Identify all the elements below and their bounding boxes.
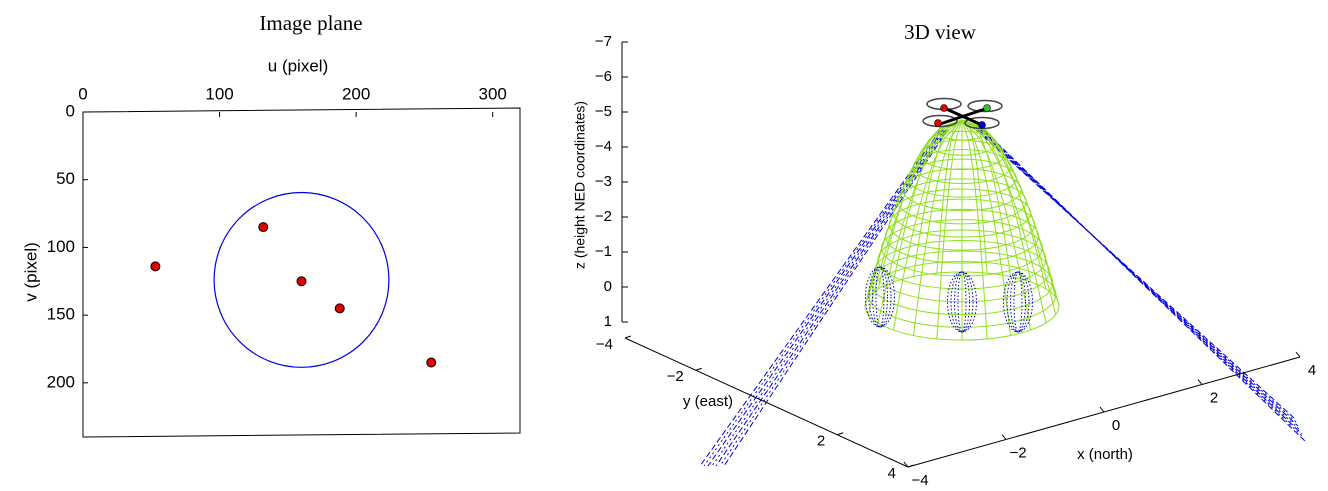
y-tick-label: 200 [47, 372, 75, 391]
y-axis-label: v (pixel) [21, 242, 40, 302]
cone-line [961, 119, 1011, 336]
cone-line [961, 119, 1047, 324]
y-axis [624, 337, 909, 468]
y-tick-label: 4 [888, 465, 896, 482]
chart-title: Image plane [259, 11, 362, 35]
cone-line [867, 119, 963, 298]
obstacle [868, 266, 892, 328]
point [150, 261, 161, 272]
x-tick-label: 0 [1112, 417, 1120, 434]
y-tick-label: −2 [667, 368, 684, 385]
plot-frame [82, 107, 521, 438]
x-tick-label: 2 [1210, 389, 1218, 406]
y-tick [837, 432, 844, 436]
y-tick-label: 150 [47, 305, 75, 324]
beam [703, 129, 943, 467]
z-tick-label: −1 [595, 243, 612, 260]
point [426, 357, 437, 368]
cone-line [936, 119, 963, 339]
cone-line [961, 119, 988, 274]
cone-line [867, 119, 963, 315]
z-tick-label: −5 [595, 103, 612, 120]
y-tick-label: 50 [56, 169, 75, 188]
x-tick [1001, 434, 1007, 440]
x-tick-label: −4 [911, 472, 928, 489]
point [334, 303, 345, 314]
obstacle [865, 266, 895, 328]
y-axis-label: y (east) [683, 393, 733, 410]
y-tick-label: 0 [66, 101, 75, 120]
rotor-marker [983, 104, 991, 112]
beam [715, 129, 946, 467]
cone-line [877, 119, 963, 324]
cone-line [961, 119, 988, 339]
x-tick-label: 100 [205, 84, 233, 103]
y-tick [907, 464, 915, 468]
z-tick-label: −4 [595, 138, 612, 155]
x-tick [1099, 406, 1105, 413]
beam [982, 129, 1305, 439]
y-tick-label: 100 [47, 237, 75, 256]
x-tick [1295, 351, 1301, 358]
cone-line [961, 119, 1032, 283]
circle-annotation [213, 191, 390, 368]
y-tick [624, 335, 632, 339]
x-axis-label: u (pixel) [268, 56, 328, 75]
cone-line [961, 119, 1057, 315]
point [258, 222, 269, 233]
z-tick-label: −7 [595, 33, 612, 50]
x-tick [1197, 379, 1203, 385]
x-tick-label: 200 [342, 84, 370, 103]
x-axis-label: x (north) [1077, 446, 1133, 463]
y-tick [695, 367, 702, 371]
beam [983, 129, 1307, 443]
cone-line [961, 119, 1057, 298]
cone-line [936, 119, 963, 274]
y-tick-label: −4 [596, 336, 613, 353]
beam [719, 129, 947, 467]
obstacle [950, 271, 974, 333]
z-tick-label: 0 [604, 278, 612, 295]
cone-line [892, 119, 963, 283]
x-tick-label: 0 [78, 84, 87, 103]
cone-line [892, 119, 963, 331]
rotor-marker [940, 104, 948, 112]
beam [707, 129, 944, 467]
z-axis-label: z (height NED coordinates) [572, 101, 588, 269]
obstacle [1003, 271, 1033, 333]
cone-line [913, 119, 963, 277]
chart-title: 3D view [904, 20, 977, 44]
z-tick-label: −6 [595, 68, 612, 85]
beam [711, 129, 945, 467]
rotor-marker [934, 119, 942, 127]
z-tick-label: 1 [604, 313, 612, 330]
cone-line [961, 119, 1011, 277]
beam [699, 129, 941, 467]
beam [723, 129, 949, 467]
drone-arm [939, 107, 986, 126]
cone-line [961, 119, 1047, 290]
cone-line [913, 119, 963, 336]
beam [979, 129, 1301, 431]
x-tick-label: −2 [1009, 444, 1026, 461]
rotor [967, 99, 1003, 113]
y-tick-label: 2 [817, 433, 825, 450]
x-tick-label: 300 [479, 84, 507, 103]
z-tick-label: −3 [595, 173, 612, 190]
cone-line [877, 119, 963, 290]
x-tick [903, 461, 909, 468]
cone-line [961, 119, 1032, 331]
3d-scene [699, 97, 1307, 467]
x-tick-label: 4 [1308, 362, 1316, 379]
obstacle [947, 271, 977, 333]
z-tick-label: −2 [595, 208, 612, 225]
rotor-marker [978, 121, 986, 129]
obstacle [1006, 271, 1030, 333]
beam [976, 129, 1295, 419]
point [296, 276, 307, 287]
rotor [922, 114, 958, 128]
